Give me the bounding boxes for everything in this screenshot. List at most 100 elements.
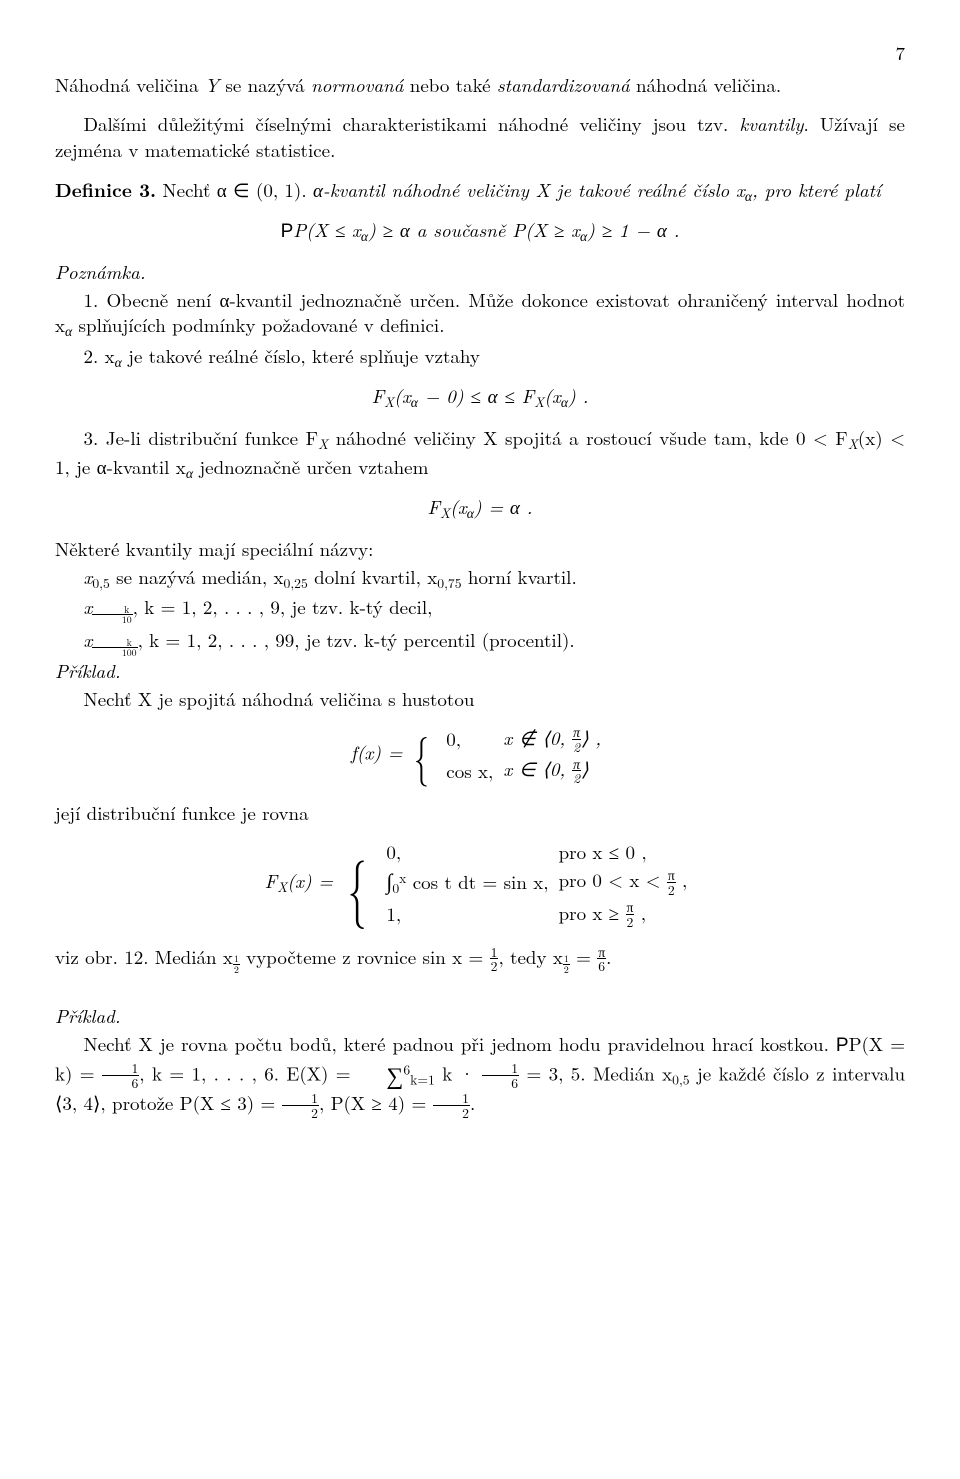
example-label: Příklad. xyxy=(55,657,121,684)
example-1-median: viz obr. 12. Medián x12 vypočteme z rovn… xyxy=(55,944,905,975)
den: 2 xyxy=(433,1106,470,1120)
t: F xyxy=(372,382,384,409)
t: nebo také xyxy=(403,71,496,98)
t: , pro které platí xyxy=(752,176,881,203)
sub-alpha: α xyxy=(745,185,752,204)
left-brace-icon: { xyxy=(348,858,367,909)
para-intro: Náhodná veličina Y se nazývá normovaná n… xyxy=(55,72,905,98)
t: (x) = xyxy=(287,867,340,894)
example-1-dist: její distribuční funkce je rovna xyxy=(55,800,905,826)
t: x xyxy=(84,626,93,653)
t: náhodné veličiny X spojitá a rostoucí vš… xyxy=(328,424,847,451)
t: x ∈ ⟨0, xyxy=(503,755,572,782)
den: 6 xyxy=(482,1076,519,1090)
den: 6 xyxy=(597,959,606,973)
t: , P(X ≥ 4) = xyxy=(319,1089,433,1116)
case-cond: pro 0 < x < π2 , xyxy=(557,865,696,898)
sub-k-over-10: k10 xyxy=(92,603,132,622)
case-row: cos x, xyxy=(444,755,501,786)
t: , tedy x xyxy=(498,943,562,970)
t: FX(xα − 0) ≤ α ≤ FX(xα) . xyxy=(372,382,589,409)
display-distribution: FX(x) = { 0, pro x ≤ 0 , ∫0x cos t dt = … xyxy=(55,838,905,930)
den: 2 xyxy=(233,965,240,975)
t: x xyxy=(84,593,93,620)
t: 3. Je-li distribuční funkce F xyxy=(84,424,319,451)
den: 2 xyxy=(282,1106,319,1120)
sub-025: 0,25 xyxy=(284,573,308,592)
example-1-label: Příklad. xyxy=(55,658,905,684)
t: FX(xα) = α . xyxy=(428,493,533,520)
t: jednoznačně určen vztahem xyxy=(193,453,428,480)
definition-body: α-kvantil náhodné veličiny X je takové r… xyxy=(313,176,881,203)
den: 2 xyxy=(563,965,570,975)
t: . xyxy=(606,943,611,970)
t: ) = α . xyxy=(474,493,533,520)
sub-05: 0,5 xyxy=(92,573,109,592)
t: Nechť α ∈ (0, 1). xyxy=(156,176,313,203)
t: ) ≥ 1 − α . xyxy=(587,216,679,243)
t: 2. x xyxy=(84,342,115,369)
t: pro x ≥ xyxy=(559,899,626,926)
t: (x xyxy=(450,493,467,520)
definition-3: Definice 3. Nechť α ∈ (0, 1). α-kvantil … xyxy=(55,177,905,205)
quantile-percentiles: xk100, k = 1, 2, . . . , 99, je tzv. k-t… xyxy=(55,627,905,658)
t: , k = 1, 2, . . . , 9, je tzv. k-tý deci… xyxy=(133,593,433,620)
t: se nazývá xyxy=(219,71,311,98)
t: (x xyxy=(544,382,561,409)
left-brace-icon: { xyxy=(414,735,429,775)
fx-lhs: f(x) = xyxy=(351,738,409,765)
sub-X: X xyxy=(848,434,858,453)
t: ⟩ , xyxy=(581,724,601,751)
t: P(X ≤ xα) ≥ α a současně P(X ≥ xα) ≥ 1 −… xyxy=(293,216,679,243)
t: pro x ≤ 0 , xyxy=(559,838,647,865)
t: Nechť X je rovna počtu bodů, které padno… xyxy=(84,1030,836,1057)
remark-label: Poznámka. xyxy=(55,258,146,285)
display-Fx-inequality: FX(xα − 0) ≤ α ≤ FX(xα) . xyxy=(55,383,905,411)
t: F xyxy=(428,493,440,520)
sub-k-over-100: k100 xyxy=(92,636,137,655)
den: 2 xyxy=(667,883,676,897)
frac-pi-6: π6 xyxy=(597,945,606,973)
t: viz obr. 12. Medián x xyxy=(55,943,233,970)
var-Y: Y xyxy=(205,71,219,98)
t: ) ≥ α a současně P(X ≥ x xyxy=(368,216,580,243)
t: vypočteme z rovnice sin x = xyxy=(240,943,490,970)
cases-distribution: 0, pro x ≤ 0 , ∫0x cos t dt = sin x, pro… xyxy=(384,838,695,930)
sub-X: X xyxy=(440,503,450,522)
remark-3: 3. Je-li distribuční funkce F X náhodné v… xyxy=(55,425,905,482)
prob-P: P xyxy=(836,1035,849,1056)
t: náhodná veličina. xyxy=(630,71,782,98)
den: 2 xyxy=(572,771,581,785)
display-Fx-eq-alpha: FX(xα) = α . xyxy=(55,494,905,522)
example-2-label: Příklad. xyxy=(55,1003,905,1029)
example-1-setup: Nechť X je spojitá náhodná veličina s hu… xyxy=(55,686,905,712)
t: Náhodná veličina xyxy=(55,71,205,98)
t: , k = 1, 2, . . . , 99, je tzv. k-tý per… xyxy=(138,626,575,653)
t: ⟩ xyxy=(581,755,588,782)
quantile-names-heading: Některé kvantily mají speciální názvy: xyxy=(55,536,905,562)
cases-density: 0, x ∉ ⟨0, π2⟩ , cos x, x ∈ ⟨0, π2⟩ xyxy=(444,724,609,786)
t: α-kvantil náhodné veličiny X je takové r… xyxy=(313,176,745,203)
term-kvantily: kvantily xyxy=(739,110,803,137)
page-number: 7 xyxy=(55,40,905,66)
sub-alpha: α xyxy=(561,392,568,411)
case-row: 1, xyxy=(384,899,556,930)
term-standardizovana: standardizovaná xyxy=(497,71,630,98)
t: se nazývá medián, x xyxy=(110,563,284,590)
sub-alpha: α xyxy=(411,392,418,411)
prob-P: P xyxy=(281,221,294,242)
remark-2: 2. xα je takové reálné číslo, které splň… xyxy=(55,343,905,371)
t: k · xyxy=(435,1060,482,1087)
remark-1: 1. Obecně není α-kvantil jednoznačně urč… xyxy=(55,287,905,341)
den: 10 xyxy=(92,615,132,625)
t: x xyxy=(84,563,93,590)
sum-icon: ∑ xyxy=(358,1058,403,1090)
t: cos t dt = sin x, xyxy=(406,868,548,895)
t: = xyxy=(570,943,597,970)
case-row: ∫0x cos t dt = sin x, xyxy=(384,865,556,898)
para-kvantily-intro: Dalšími důležitými číselnými charakteris… xyxy=(55,111,905,162)
frac-half: 12 xyxy=(433,1091,470,1119)
frac-1-6: 16 xyxy=(102,1061,139,1089)
frac-1-6: 16 xyxy=(482,1061,519,1089)
case-cond: pro x ≥ π2 , xyxy=(557,899,696,930)
